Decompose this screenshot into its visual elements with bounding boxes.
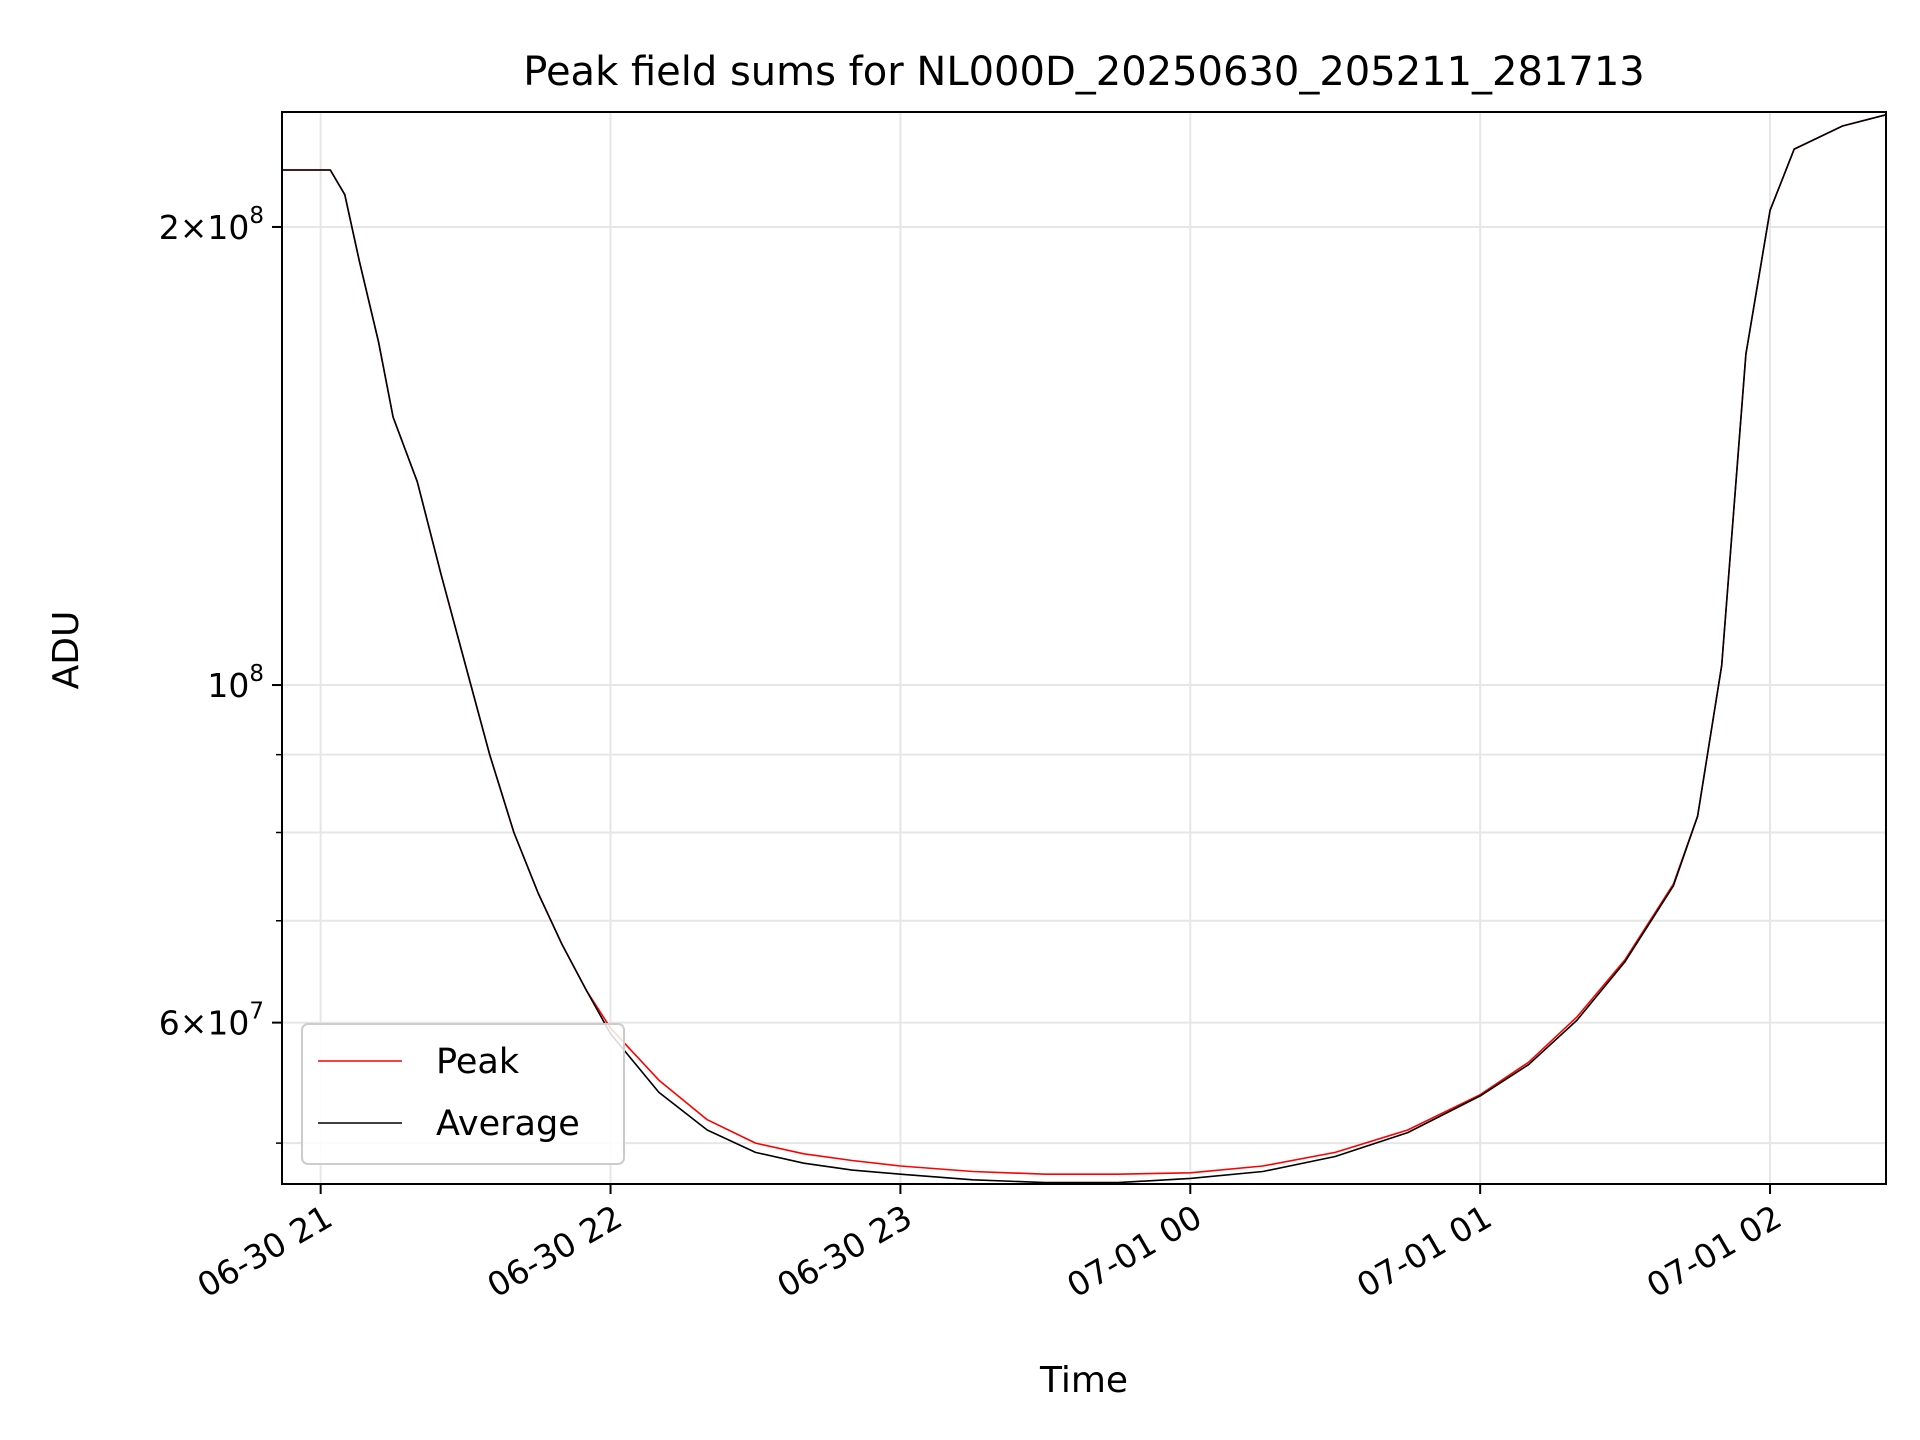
series-layer — [282, 114, 1886, 1184]
y-tick-base: 6 — [159, 1004, 180, 1043]
y-tick-label: 108 — [207, 661, 264, 705]
x-axis-label: Time — [1039, 1360, 1128, 1401]
y-axis-label: ADU — [46, 611, 87, 690]
plot-frame — [281, 111, 1887, 1185]
series-line-average — [282, 114, 1886, 1184]
grid — [282, 112, 1886, 1184]
legend-label-average: Average — [436, 1104, 580, 1144]
y-tick-exponent: 7 — [249, 999, 264, 1025]
legend-label-peak: Peak — [436, 1042, 520, 1082]
legend-box — [301, 1023, 625, 1165]
y-tick-base: 2 — [159, 208, 180, 247]
y-tick-exponent: 8 — [249, 661, 264, 687]
y-axis: 6×107 108 2×108 — [159, 203, 282, 1144]
y-tick-label: 2×108 — [159, 203, 264, 247]
chart-title: Peak field sums for NL000D_20250630_2052… — [523, 49, 1644, 95]
legend: Peak Average — [301, 1023, 625, 1165]
y-tick-exponent: 8 — [249, 203, 264, 229]
y-tick-label: 6×107 — [159, 999, 264, 1043]
